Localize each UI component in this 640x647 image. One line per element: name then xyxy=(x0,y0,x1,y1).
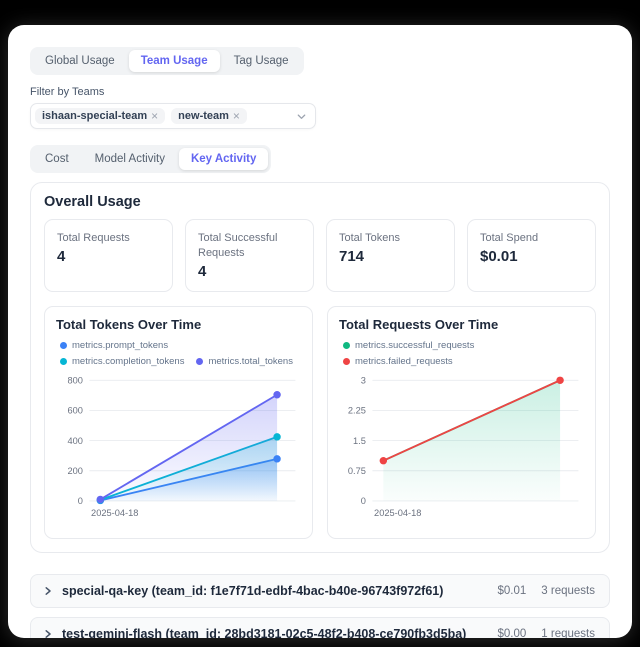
stat-value: $0.01 xyxy=(480,247,518,265)
stat-total-spend: Total Spend $0.01 xyxy=(467,219,596,292)
svg-text:800: 800 xyxy=(67,375,82,385)
legend-dot-icon xyxy=(343,357,350,365)
overall-usage-card: Overall Usage Total Requests 4 Total Suc… xyxy=(30,182,610,554)
svg-text:3: 3 xyxy=(361,375,366,385)
team-filter-select[interactable]: ishaan-special-team × new-team × xyxy=(30,103,316,129)
svg-text:0: 0 xyxy=(78,496,83,506)
key-name: test-gemini-flash (team_id: 28bd3181-02c… xyxy=(62,627,467,638)
team-chip[interactable]: ishaan-special-team × xyxy=(35,108,166,124)
key-name: special-qa-key (team_id: f1e7f71d-edbf-4… xyxy=(62,584,444,599)
svg-text:2.25: 2.25 xyxy=(348,405,366,415)
tab-cost[interactable]: Cost xyxy=(45,153,69,165)
overall-usage-title: Overall Usage xyxy=(44,194,141,210)
usage-dashboard-panel: Global Usage Team Usage Tag Usage Filter… xyxy=(8,25,632,638)
stat-label: Total Requests xyxy=(57,232,130,244)
legend-item: metrics.prompt_tokens xyxy=(60,340,168,351)
usage-scope-tabs: Global Usage Team Usage Tag Usage xyxy=(30,47,304,75)
tab-key-activity[interactable]: Key Activity xyxy=(178,148,269,170)
tab-tag-usage[interactable]: Tag Usage xyxy=(233,55,289,67)
legend-dot-icon xyxy=(60,341,67,349)
legend-item: metrics.successful_requests xyxy=(343,340,474,351)
legend-dot-icon xyxy=(60,357,67,365)
filter-by-teams-label: Filter by Teams xyxy=(30,86,105,98)
stat-value: 714 xyxy=(339,247,365,265)
remove-team-icon[interactable]: × xyxy=(232,109,240,123)
svg-text:400: 400 xyxy=(67,436,82,446)
chevron-down-icon xyxy=(296,111,307,122)
charts-grid: Total Tokens Over Time metrics.prompt_to… xyxy=(44,305,596,540)
chart-legend: metrics.successful_requests metrics.faile… xyxy=(339,340,584,367)
chart-title: Total Requests Over Time xyxy=(339,316,499,332)
stat-label: Total Successful Requests xyxy=(198,232,278,259)
team-chip-label: ishaan-special-team xyxy=(42,110,148,122)
svg-text:200: 200 xyxy=(67,466,82,476)
key-row-special-qa-key[interactable]: special-qa-key (team_id: f1e7f71d-edbf-4… xyxy=(30,574,610,609)
legend-dot-icon xyxy=(343,341,350,349)
activity-tabs: Cost Model Activity Key Activity xyxy=(30,145,272,173)
chevron-right-icon xyxy=(43,629,53,638)
stat-value: 4 xyxy=(198,262,207,280)
chart-title: Total Tokens Over Time xyxy=(56,316,202,332)
chart-legend: metrics.prompt_tokens metrics.completion_… xyxy=(56,340,301,367)
stat-total-tokens: Total Tokens 714 xyxy=(326,219,455,292)
key-spend: $0.01 xyxy=(497,585,527,598)
key-list: special-qa-key (team_id: f1e7f71d-edbf-4… xyxy=(30,574,610,638)
requests-over-time-chart: 0 0.75 1.5 2.25 3 2025-04-18 xyxy=(348,375,579,517)
remove-team-icon[interactable]: × xyxy=(151,109,159,123)
legend-item: metrics.total_tokens xyxy=(196,356,293,367)
svg-text:0.75: 0.75 xyxy=(348,466,366,476)
stat-total-requests: Total Requests 4 xyxy=(44,219,173,292)
svg-text:1.5: 1.5 xyxy=(353,436,366,446)
tokens-over-time-card: Total Tokens Over Time metrics.prompt_to… xyxy=(44,305,313,540)
tab-team-usage[interactable]: Team Usage xyxy=(128,50,220,72)
key-spend: $0.00 xyxy=(497,628,527,638)
requests-over-time-card: Total Requests Over Time metrics.success… xyxy=(327,305,596,540)
stat-label: Total Tokens xyxy=(339,232,400,244)
tab-global-usage[interactable]: Global Usage xyxy=(45,55,115,67)
key-request-count: 3 requests xyxy=(541,585,595,598)
key-row-test-gemini-flash[interactable]: test-gemini-flash (team_id: 28bd3181-02c… xyxy=(30,617,610,638)
key-request-count: 1 requests xyxy=(541,628,595,638)
svg-text:600: 600 xyxy=(67,405,82,415)
stat-total-successful-requests: Total Successful Requests 4 xyxy=(185,219,314,292)
svg-text:2025-04-18: 2025-04-18 xyxy=(91,507,138,517)
tab-model-activity[interactable]: Model Activity xyxy=(94,153,165,165)
legend-dot-icon xyxy=(196,357,204,365)
tokens-over-time-chart: 0 200 400 600 800 2025-04-18 xyxy=(67,375,296,517)
chevron-right-icon xyxy=(43,586,53,596)
legend-item: metrics.completion_tokens xyxy=(60,356,184,367)
legend-item: metrics.failed_requests xyxy=(343,356,453,367)
svg-text:0: 0 xyxy=(361,496,366,506)
stat-label: Total Spend xyxy=(480,232,539,244)
svg-text:2025-04-18: 2025-04-18 xyxy=(374,507,421,517)
team-chip-label: new-team xyxy=(178,110,229,122)
stat-value: 4 xyxy=(57,247,66,265)
team-chip[interactable]: new-team × xyxy=(171,108,247,124)
stats-grid: Total Requests 4 Total Successful Reques… xyxy=(44,219,596,292)
